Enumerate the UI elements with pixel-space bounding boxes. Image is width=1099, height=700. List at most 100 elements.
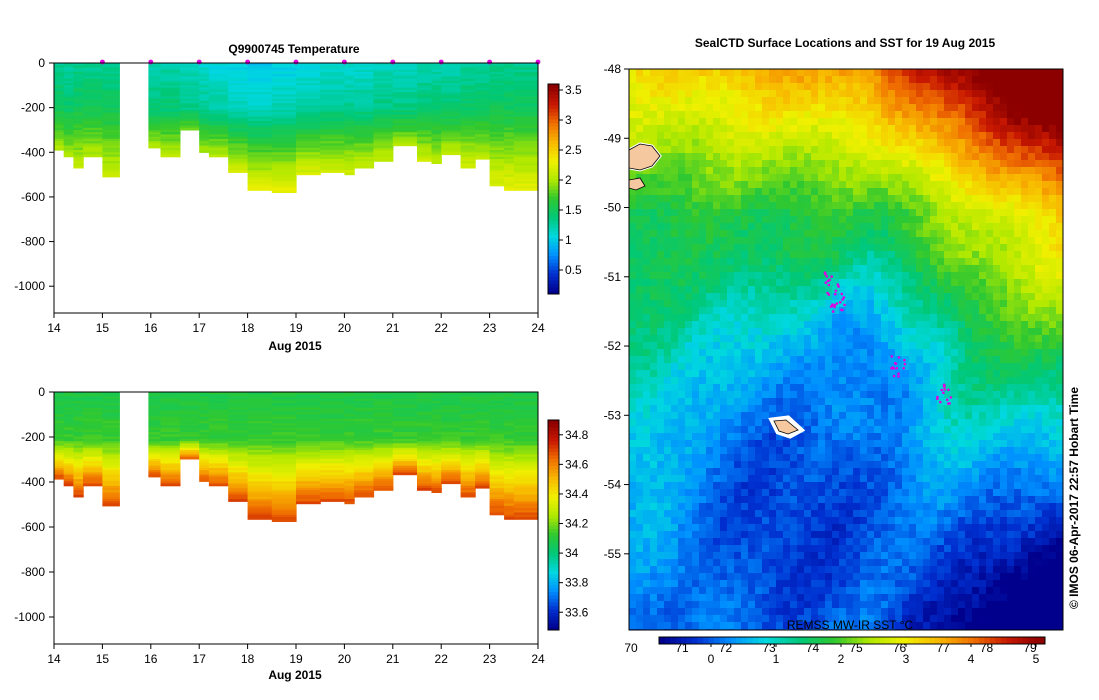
sst-cell <box>909 216 917 224</box>
sst-cell <box>769 202 777 210</box>
sst-cell <box>762 272 770 280</box>
sst-cell <box>860 209 868 217</box>
sst-cell <box>748 104 756 112</box>
section-cell <box>208 130 229 133</box>
sst-cell <box>797 181 805 189</box>
section-cell <box>102 463 120 467</box>
section-cell <box>354 407 375 411</box>
sst-cell <box>769 195 777 203</box>
section-cell <box>148 63 162 66</box>
section-cell <box>320 78 345 82</box>
section-cell <box>296 476 321 480</box>
sst-cell <box>629 139 637 147</box>
section-cell <box>296 479 321 482</box>
sst-cell <box>678 251 686 259</box>
section-cell <box>354 147 375 151</box>
section-cell <box>320 127 345 131</box>
sst-cell <box>776 230 784 238</box>
section-cell <box>441 150 462 153</box>
sst-cell <box>643 237 651 245</box>
sst-cell <box>650 83 658 91</box>
section-cell <box>296 145 321 149</box>
sst-cell <box>1007 202 1015 210</box>
section-cell <box>208 74 229 77</box>
section-cell <box>228 447 249 451</box>
sst-cell <box>951 97 959 105</box>
sst-cell <box>713 97 721 105</box>
sst-cell <box>1056 174 1063 182</box>
sst-cell <box>685 251 693 259</box>
section-cell <box>417 87 433 91</box>
section-cell <box>354 456 375 460</box>
section-cell <box>199 392 210 395</box>
sst-cell <box>734 174 742 182</box>
x-tick-label: 16 <box>144 321 158 335</box>
sst-cell <box>727 300 735 308</box>
sst-cell <box>797 244 805 252</box>
sst-cell <box>685 181 693 189</box>
sst-cell <box>937 167 945 175</box>
sst-cell <box>776 125 784 133</box>
section-cell <box>373 94 394 98</box>
section-cell <box>160 105 181 109</box>
section-cell <box>392 85 418 89</box>
section-cell <box>102 69 120 73</box>
section-cell <box>475 96 491 100</box>
sst-cell <box>895 195 903 203</box>
sst-cell <box>832 188 840 196</box>
section-cell <box>417 127 433 131</box>
section-cell <box>208 114 229 118</box>
section-cell <box>247 499 273 502</box>
sst-cell <box>706 251 714 259</box>
section-cell <box>431 134 442 138</box>
section-cell <box>148 65 162 68</box>
sst-cell <box>839 223 847 231</box>
sst-cell <box>783 272 791 280</box>
sst-cell <box>951 76 959 84</box>
section-cell <box>160 452 181 456</box>
section-cell <box>208 103 229 106</box>
section-cell <box>431 436 442 440</box>
section-cell <box>199 434 210 438</box>
section-cell <box>208 434 229 438</box>
sst-cell <box>923 104 931 112</box>
sst-cell <box>734 293 742 301</box>
sst-cell <box>944 139 952 147</box>
section-cell <box>102 170 120 173</box>
section-cell <box>513 514 538 518</box>
sst-cell <box>790 300 798 308</box>
sst-cell <box>748 146 756 154</box>
section-cell <box>431 485 442 489</box>
section-cell <box>228 414 249 418</box>
sst-cell <box>909 251 917 259</box>
sst-cell <box>909 265 917 273</box>
sst-cell <box>629 300 637 308</box>
sst-cell <box>804 188 812 196</box>
section-cell <box>460 492 476 496</box>
y-tick-label: 0 <box>38 56 45 70</box>
sst-cell <box>1028 223 1036 231</box>
sst-cell <box>706 167 714 175</box>
sst-cell <box>986 69 994 77</box>
sst-cell <box>727 251 735 259</box>
sst-cell <box>979 181 987 189</box>
sst-cell <box>839 265 847 273</box>
section-cell <box>73 396 84 400</box>
section-cell <box>431 85 442 89</box>
section-cell <box>160 436 181 440</box>
section-cell <box>373 143 394 147</box>
sst-cell <box>720 90 728 98</box>
sst-cell <box>1021 174 1029 182</box>
section-cell <box>475 396 491 400</box>
section-cell <box>148 416 162 420</box>
section-cell <box>73 421 84 424</box>
section-cell <box>431 80 442 84</box>
sst-cell <box>1021 188 1029 196</box>
sst-cell <box>664 118 672 126</box>
section-cell <box>320 145 345 149</box>
sst-cell <box>783 104 791 112</box>
section-cell <box>63 147 74 151</box>
section-cell <box>199 125 210 129</box>
section-cell <box>320 441 345 444</box>
section-cell <box>160 483 181 487</box>
